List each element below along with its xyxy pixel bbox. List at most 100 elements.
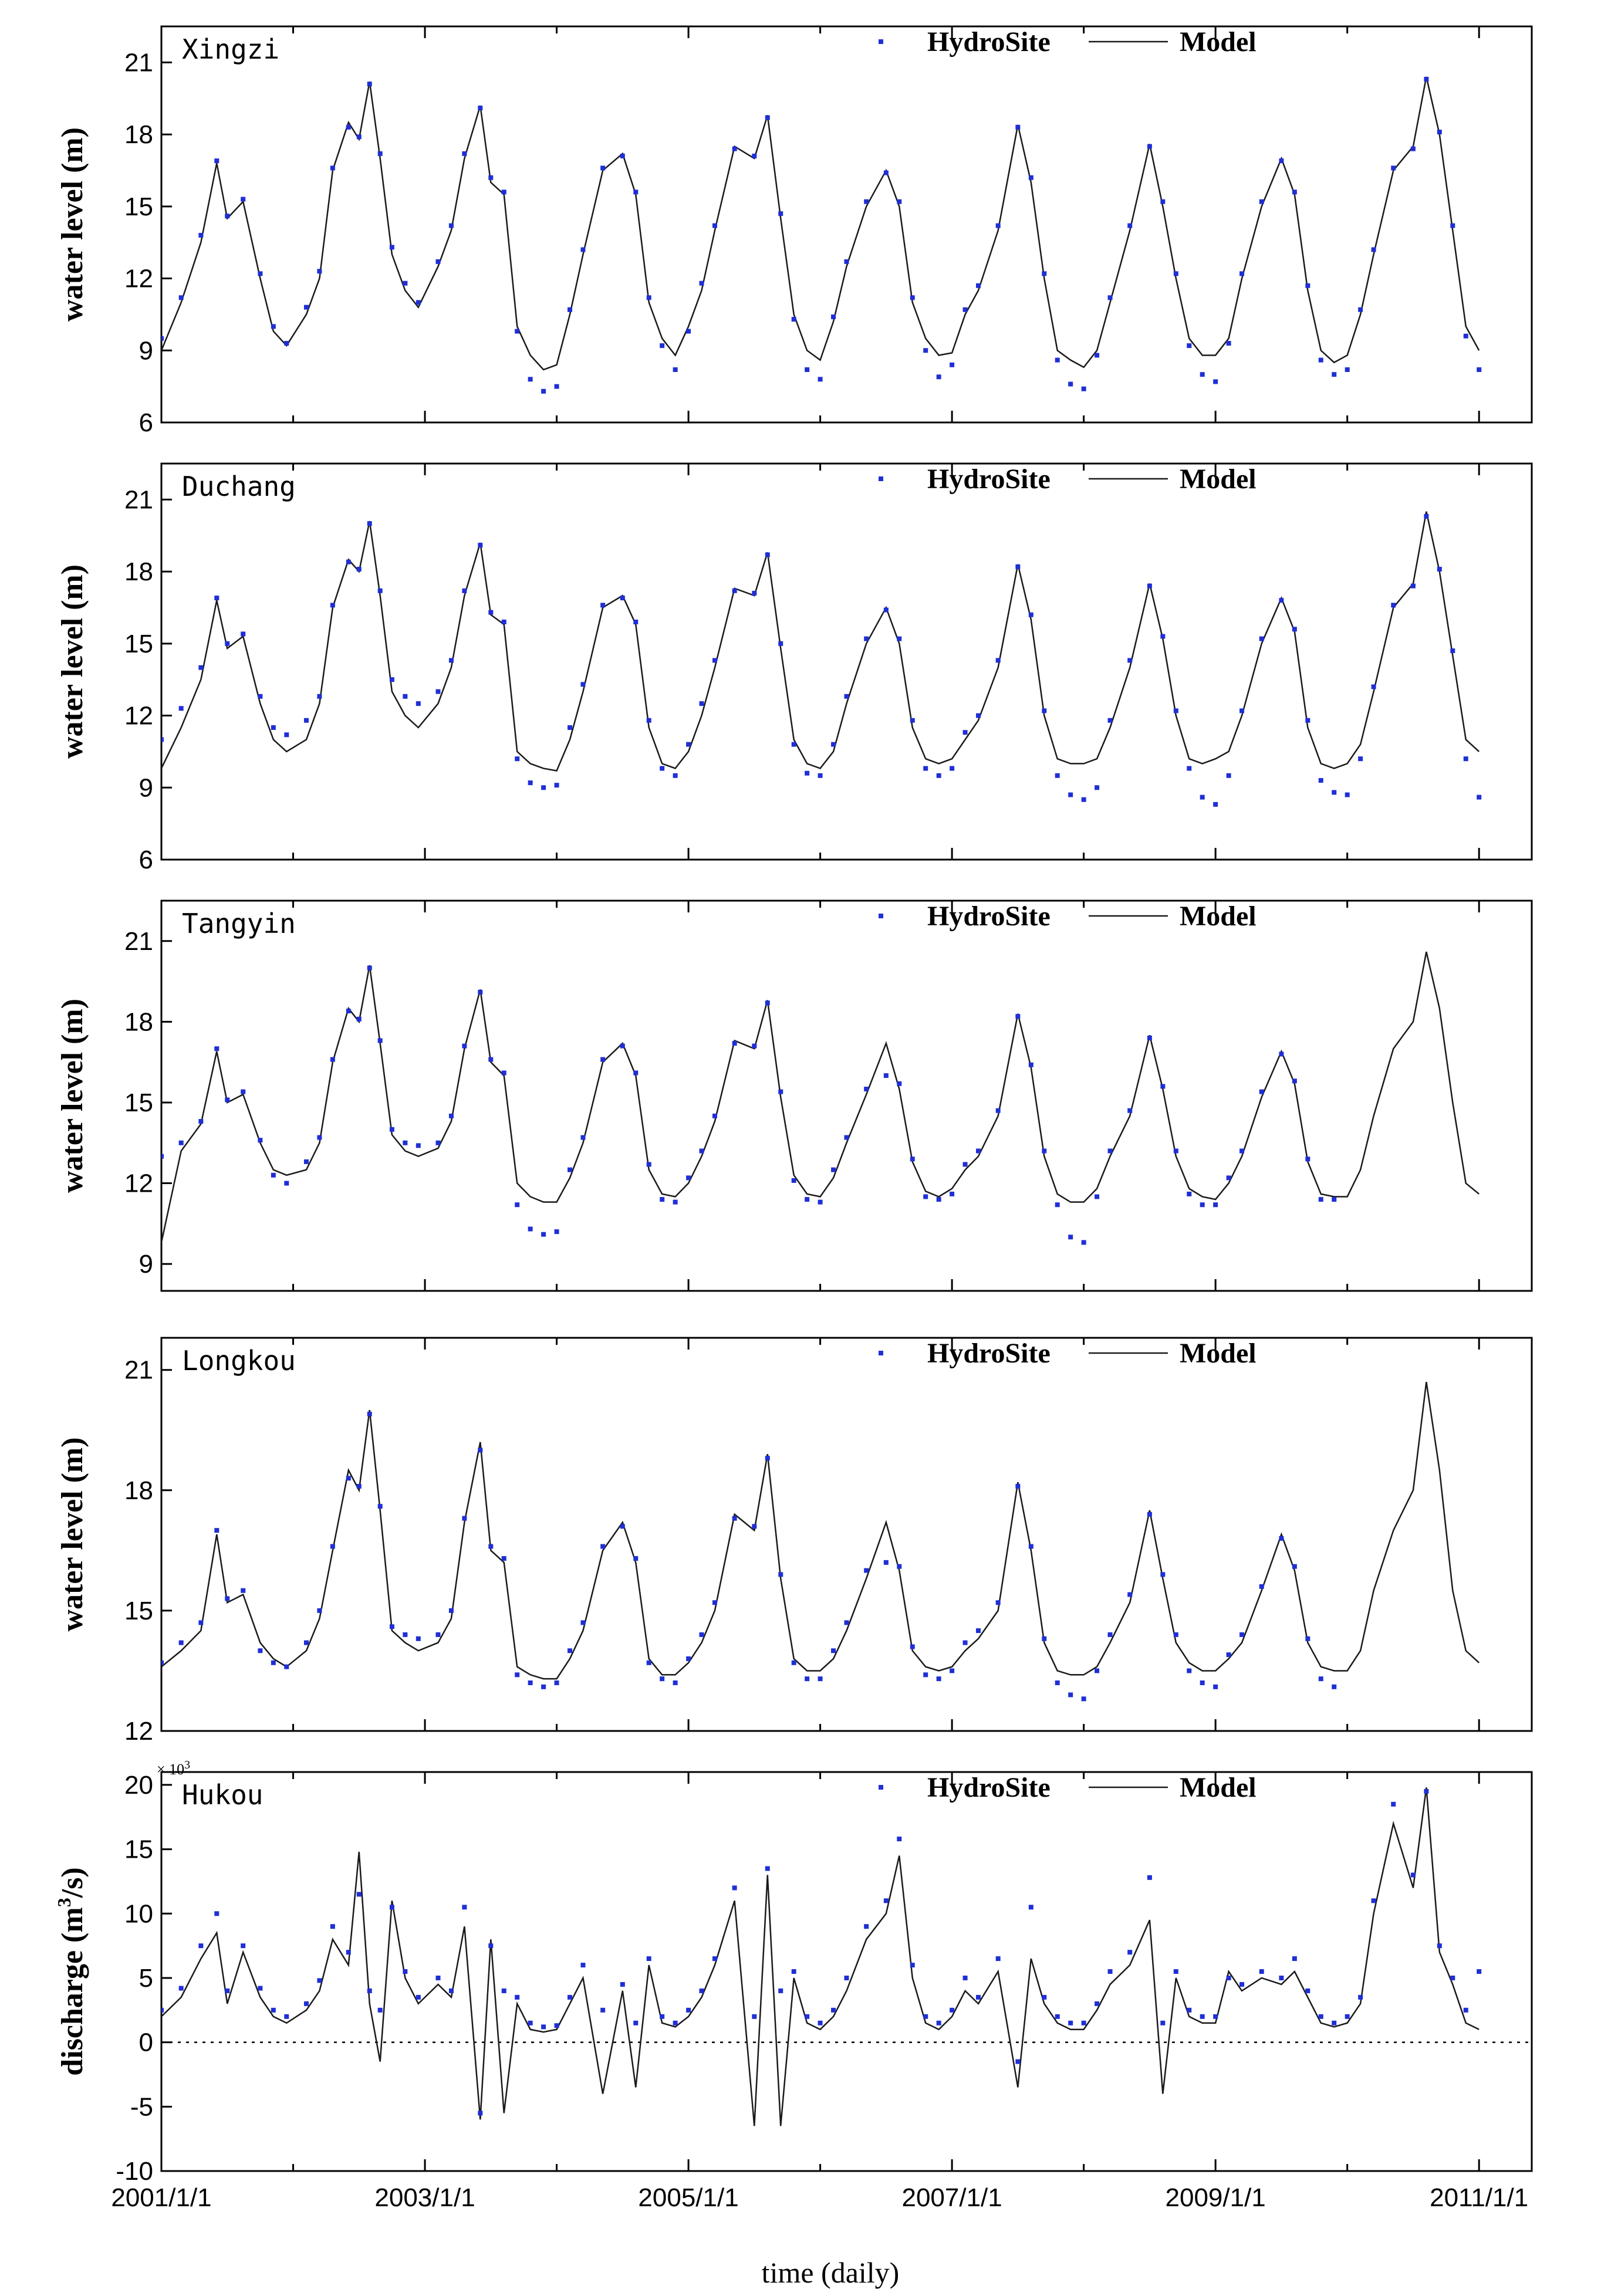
hydrosite-point: [346, 1950, 351, 1955]
station-label: Tangyin: [182, 908, 296, 939]
hydrosite-point: [178, 295, 184, 300]
hydrosite-point: [1424, 1788, 1429, 1794]
hydrosite-point: [488, 1544, 494, 1549]
hydrosite-point: [528, 1226, 533, 1232]
hydrosite-point: [1127, 1950, 1133, 1955]
y-tick-label: 18: [124, 120, 153, 149]
y-axis-title: water level (m): [56, 564, 89, 759]
hydrosite-point: [1292, 1564, 1297, 1569]
hydrosite-point: [620, 1981, 625, 1987]
hydrosite-point: [1477, 794, 1482, 800]
y-tick-label: 9: [139, 1250, 153, 1279]
hydrosite-point: [241, 197, 246, 202]
hydrosite-point: [214, 1528, 219, 1533]
hydrosite-point: [1239, 708, 1245, 714]
legend-label-hydrosite: HydroSite: [927, 464, 1051, 495]
hydrosite-point: [178, 706, 184, 711]
legend-label-hydrosite: HydroSite: [927, 1772, 1051, 1803]
hydrosite-point: [1305, 1157, 1310, 1162]
hydrosite-point: [356, 1016, 362, 1022]
station-label: Longkou: [182, 1345, 296, 1377]
hydrosite-point: [818, 377, 823, 382]
hydrosite-point: [897, 1081, 902, 1086]
hydrosite-point: [831, 742, 836, 747]
hydrosite-point: [818, 773, 823, 778]
x-tick-label: 2005/1/1: [638, 2183, 738, 2212]
hydrosite-point: [600, 2007, 606, 2013]
hydrosite-point: [699, 280, 704, 286]
y-tick-label: 10: [124, 1899, 153, 1928]
hydrosite-point: [1200, 1202, 1205, 1208]
hydrosite-point: [1226, 1175, 1231, 1181]
hydrosite-point: [515, 1994, 520, 2000]
hydrosite-point: [712, 1113, 717, 1118]
hydrosite-point: [1213, 379, 1218, 384]
hydrosite-point: [284, 1664, 289, 1669]
hydrosite-point: [791, 1178, 796, 1183]
hydrosite-point: [897, 1564, 902, 1569]
hydrosite-point: [620, 153, 625, 158]
hydrosite-point: [528, 2020, 533, 2026]
hydrosite-point: [554, 1229, 559, 1235]
y-tick-label: 12: [124, 1717, 153, 1746]
panel-xingzi: 6 9 12 15 18 21 water level (m) Xingzi HydroSite…: [56, 25, 1533, 437]
y-tick-label: 20: [124, 1771, 153, 1800]
hydrosite-point: [1055, 773, 1060, 778]
hydrosite-point: [1437, 1943, 1442, 1949]
hydrosite-point: [1200, 794, 1205, 800]
hydrosite-point: [271, 725, 276, 730]
hydrosite-point: [1173, 708, 1178, 714]
hydrosite-point: [214, 158, 219, 164]
hydrosite-point: [1055, 1202, 1060, 1208]
hydrosite-point: [367, 1411, 372, 1416]
hydrosite-point: [403, 1632, 408, 1637]
hydrosite-point: [214, 596, 219, 601]
plot-frame: [160, 462, 1533, 861]
hydrosite-point: [699, 1632, 704, 1637]
hydrosite-point: [910, 718, 915, 723]
hydrosite-point: [284, 732, 289, 738]
hydrosite-point: [435, 1632, 441, 1637]
hydrosite-point: [1081, 1240, 1086, 1245]
hydrosite-point: [1292, 190, 1297, 195]
hydrosite-series: [161, 1411, 1337, 1702]
hydrosite-point: [976, 713, 981, 718]
hydrosite-point: [1437, 130, 1442, 134]
hydrosite-point: [554, 783, 559, 788]
hydrosite-point: [554, 384, 559, 389]
hydrosite-point: [732, 588, 737, 593]
hydrosite-point: [805, 770, 810, 776]
hydrosite-point: [765, 552, 770, 557]
hydrosite-point: [198, 1620, 204, 1625]
hydrosite-point: [633, 2020, 639, 2026]
hydrosite-point: [976, 283, 981, 288]
hydrosite-point: [600, 603, 606, 608]
hydrosite-point: [686, 1656, 691, 1661]
legend-marker-hydrosite: [879, 476, 883, 481]
plot-frame: [160, 1337, 1533, 1732]
hydrosite-point: [633, 620, 639, 624]
hydrosite-point: [936, 2020, 941, 2026]
hydrosite-point: [1095, 1668, 1100, 1673]
hydrosite-point: [1068, 792, 1073, 797]
hydrosite-point: [1187, 2007, 1192, 2013]
hydrosite-point: [1279, 1051, 1284, 1057]
hydrosite-point: [646, 295, 651, 300]
panel-duchang: 6 9 12 15 18 21 water level (m) Duchang HydroSit…: [56, 462, 1533, 874]
hydrosite-point: [515, 756, 520, 762]
legend-label-hydrosite: HydroSite: [927, 26, 1051, 58]
hydrosite-point: [646, 1660, 651, 1665]
hydrosite-point: [1239, 1632, 1245, 1637]
hydrosite-point: [831, 315, 836, 319]
hydrosite-point: [962, 307, 968, 312]
hydrosite-point: [554, 2023, 559, 2028]
hydrosite-point: [1463, 2007, 1468, 2013]
hydrosite-point: [1042, 1994, 1047, 2000]
hydrosite-point: [258, 1648, 263, 1653]
hydrosite-point: [897, 199, 902, 204]
hydrosite-point: [864, 636, 869, 641]
hydrosite-point: [1081, 797, 1086, 802]
hydrosite-point: [448, 223, 454, 228]
